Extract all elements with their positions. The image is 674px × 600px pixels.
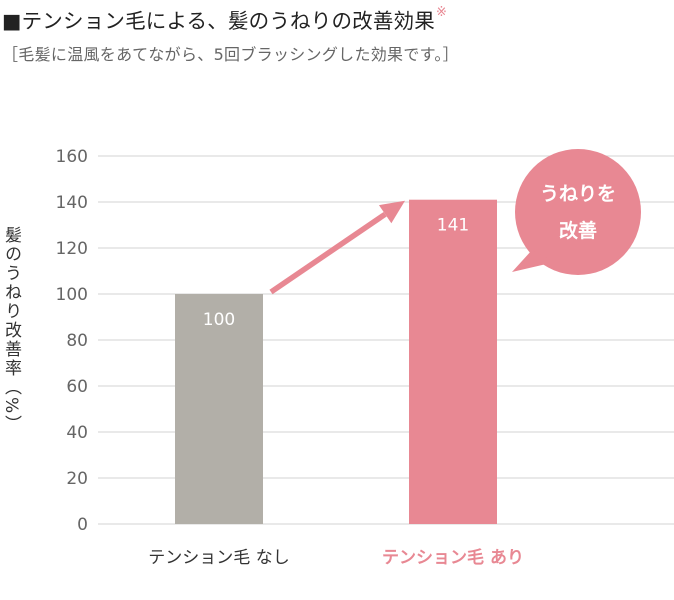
callout-bubble-tail [512,250,555,272]
y-tick-label: 20 [66,469,88,489]
callout-line-2: 改善 [559,219,597,242]
x-axis-ticks: テンション毛 なし テンション毛 あり [148,547,524,568]
y-tick-label: 60 [66,377,88,397]
y-axis-label: 髪のうねり改善率（%） [1,226,21,435]
y-tick-label: 120 [56,239,88,259]
y-axis-ticks: 0 20 40 60 80 100 120 140 160 [56,147,88,535]
y-tick-label: 140 [56,193,88,213]
y-tick-label: 100 [56,285,88,305]
bar-value-label: 141 [437,216,469,236]
callout-line-1: うねりを [540,183,616,205]
x-tick-label: テンション毛 なし [148,548,289,568]
increase-arrow [269,200,405,295]
chart-title: ■テンション毛による、髪のうねりの改善効果※ [2,4,447,34]
arrow-shaft [269,211,387,295]
arrow-head [378,200,405,224]
y-tick-label: 160 [56,147,88,167]
chart-title-text: ■テンション毛による、髪のうねりの改善効果 [2,9,435,33]
chart-subtitle: ［毛髪に温風をあてながら、5回ブラッシングした効果です。］ [2,45,459,64]
x-tick-label: テンション毛 あり [382,547,524,568]
bar [175,294,263,524]
bar [409,199,497,524]
callout-bubble-circle [515,149,641,275]
y-tick-label: 80 [66,331,88,351]
footnote-mark: ※ [435,5,448,20]
bars: 100 141 [175,199,497,524]
bar-value-label: 100 [203,310,235,330]
y-tick-label: 40 [66,423,88,443]
callout-bubble: うねりを 改善 [512,149,641,275]
y-tick-label: 0 [77,515,88,535]
